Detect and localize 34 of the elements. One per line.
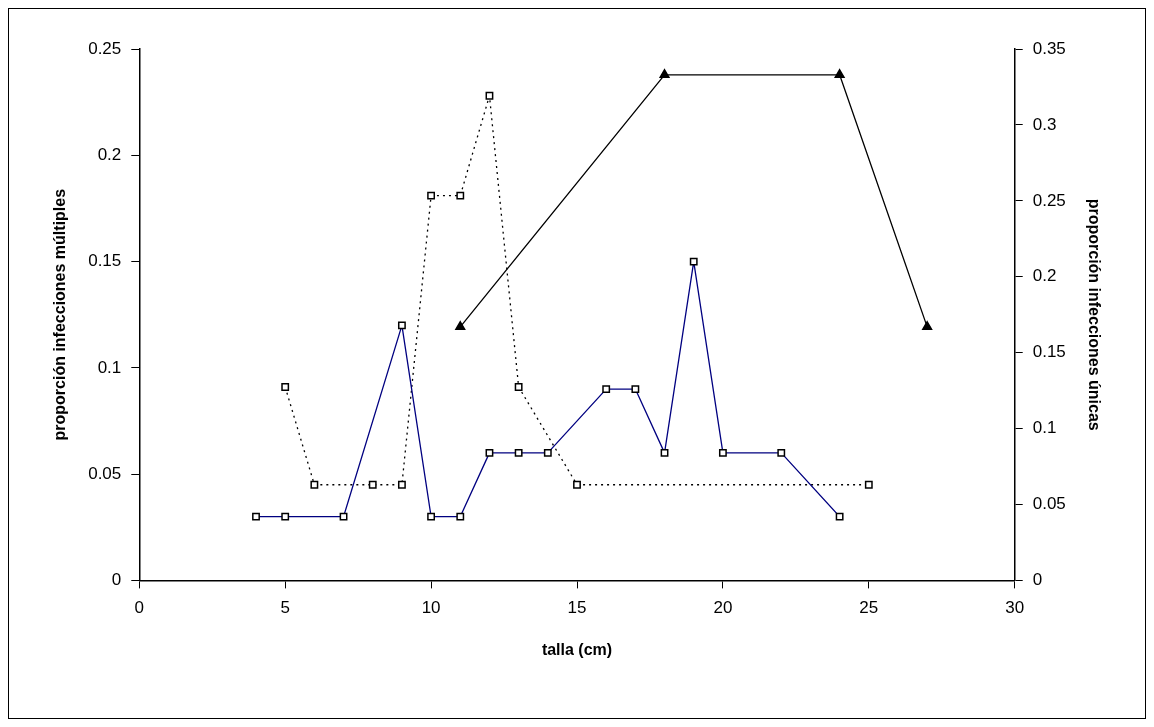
point <box>485 91 494 100</box>
point <box>514 383 523 391</box>
point <box>864 480 873 489</box>
point <box>310 480 319 489</box>
point <box>368 480 377 489</box>
x-tick-label: 5 <box>280 598 290 618</box>
y-tick-label: 0.25 <box>88 38 122 58</box>
y2-tick-label: 0.1 <box>1032 418 1057 438</box>
point <box>427 191 436 200</box>
y-tick-label: 0.1 <box>97 357 122 377</box>
y2-tick-label: 0 <box>1032 570 1043 590</box>
point <box>573 480 581 489</box>
x-tick-label: 0 <box>134 598 145 618</box>
y2-tick-label: 0.2 <box>1032 266 1057 286</box>
x-tick-label: 25 <box>859 598 879 618</box>
point <box>281 383 290 391</box>
y2-tick-label: 0.25 <box>1032 190 1066 210</box>
y2-tick-label: 0.15 <box>1032 342 1066 362</box>
x-tick-label: 15 <box>567 598 587 618</box>
y2-tick-label: 0.05 <box>1032 494 1066 514</box>
y-tick-label: 0.05 <box>88 463 122 483</box>
y-tick-label: 0.2 <box>97 144 122 164</box>
y2-axis-title: proporción infecciones únicas <box>1085 198 1103 431</box>
point <box>397 480 406 489</box>
y-axis-title: proporción infecciones múltiples <box>51 188 69 441</box>
x-tick-label: 20 <box>713 598 733 618</box>
point <box>456 191 465 200</box>
y-tick-label: 0.15 <box>88 251 122 271</box>
x-tick-label: 30 <box>1005 598 1025 618</box>
y-tick-label: 0 <box>111 570 122 590</box>
y2-tick-label: 0.3 <box>1032 114 1057 134</box>
y2-tick-label: 0.35 <box>1032 38 1066 58</box>
x-axis-title: talla (cm) <box>541 640 613 658</box>
x-tick-label: 10 <box>421 598 441 618</box>
